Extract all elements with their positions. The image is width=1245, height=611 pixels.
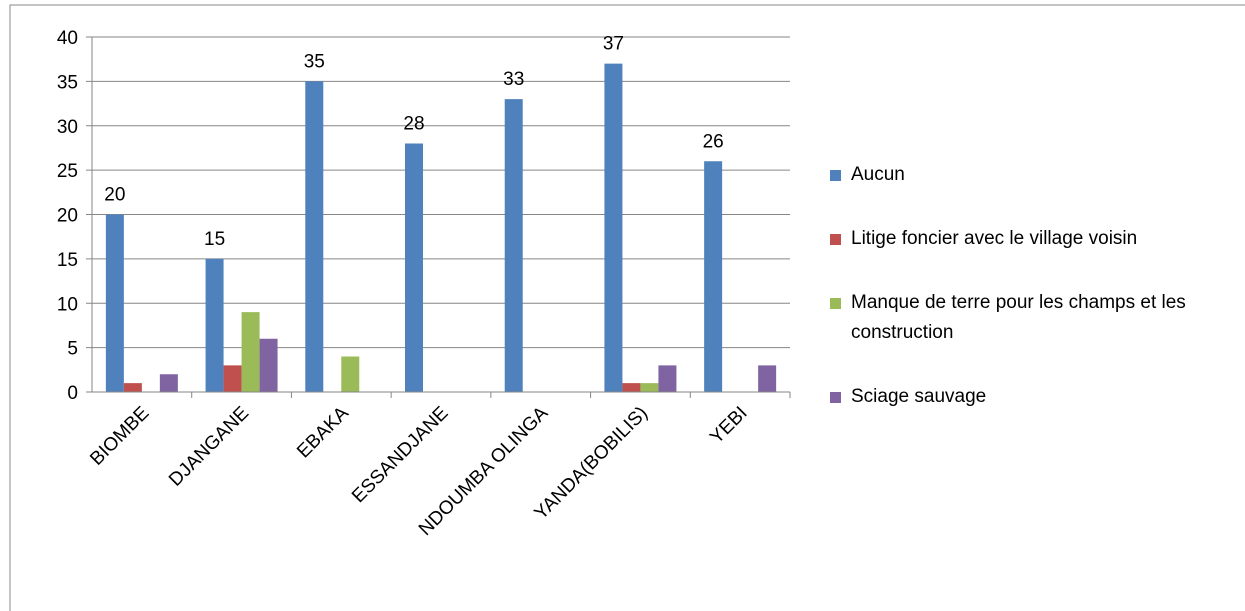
bar [405,143,423,392]
y-tick-label: 35 [57,72,78,93]
legend: Aucun Litige foncier avec le village vois… [830,160,1230,446]
legend-swatch [830,298,841,309]
y-tick-label: 30 [57,117,78,138]
bar [640,383,659,392]
legend-entry: Manque de terre pour les champs et les c… [830,288,1230,348]
legend-entry: Sciage sauvage [830,382,1230,412]
legend-entry: Aucun [830,160,1230,190]
bar [123,383,142,392]
x-tick-label: EBAKA [293,402,353,462]
frame [9,4,1245,611]
bar [159,374,178,392]
y-tick-label: 5 [67,339,78,360]
y-tick-label: 15 [57,250,78,271]
bar [241,312,260,392]
legend-entry: Litige foncier avec le village voisin [830,224,1230,254]
data-label: 37 [603,34,624,55]
data-label: 15 [204,229,225,250]
legend-swatch [830,392,841,403]
legend-swatch [830,234,841,245]
legend-label: Manque de terre pour les champs et les c… [851,292,1186,343]
legend-label: Sciage sauvage [851,386,987,407]
y-tick-label: 20 [57,206,78,227]
y-tick-label: 0 [67,383,78,404]
data-label: 28 [403,114,424,135]
x-tick-label: BIOMBE [86,403,153,470]
bar [105,214,124,392]
bar [504,99,523,392]
y-tick-label: 25 [57,161,78,182]
x-tick-label: DJANGANE [165,403,253,491]
bar [758,365,777,392]
bar [259,338,278,392]
bar [658,365,677,392]
y-tick-label: 40 [57,28,78,49]
bar [704,161,723,392]
x-tick-label: ESSANDJANE [348,403,452,507]
bar [341,356,360,392]
legend-label: Aucun [851,164,905,185]
y-tick-label: 10 [57,294,78,315]
legend-label: Litige foncier avec le village voisin [851,228,1138,249]
bar [622,383,641,392]
bar [604,63,623,392]
bar [305,81,324,392]
data-label: 33 [503,69,524,90]
data-label: 35 [304,51,325,72]
data-label: 26 [703,131,724,152]
data-label: 20 [104,185,125,206]
bar [205,258,224,392]
bar [223,365,242,392]
x-tick-label: YEBI [706,403,751,448]
legend-swatch [830,170,841,181]
